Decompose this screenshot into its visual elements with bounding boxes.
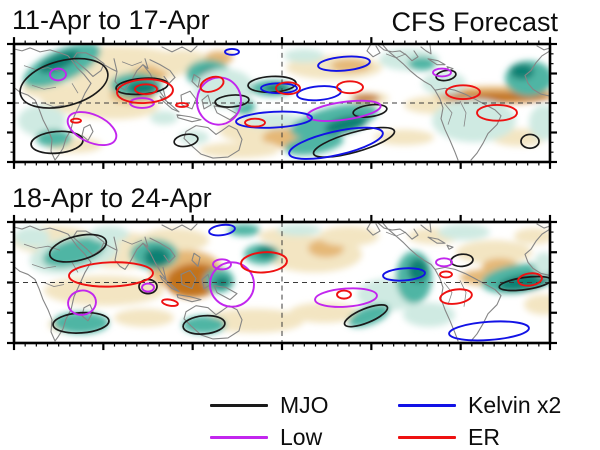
map-panel-2-svg bbox=[7, 214, 557, 351]
contour-mjo bbox=[182, 314, 226, 335]
shade-blob bbox=[374, 129, 434, 146]
contour-er bbox=[116, 78, 174, 105]
contour-er bbox=[244, 117, 266, 128]
contour-mjo bbox=[343, 304, 389, 328]
shade-blob bbox=[166, 263, 222, 298]
legend-label-mjo: MJO bbox=[280, 392, 329, 418]
map-panel-2 bbox=[7, 214, 557, 351]
contour-mjo bbox=[19, 57, 109, 109]
contour-er bbox=[439, 288, 473, 305]
shade-blob bbox=[408, 56, 436, 71]
shade-blob bbox=[456, 240, 532, 265]
contour-low bbox=[432, 67, 452, 78]
contour-kelvin bbox=[208, 223, 236, 237]
shade-blob bbox=[319, 226, 379, 247]
contour-low bbox=[209, 261, 255, 308]
contour-er bbox=[336, 80, 364, 95]
contour-er bbox=[68, 261, 154, 288]
contour-low bbox=[49, 67, 67, 82]
contour-er bbox=[70, 117, 82, 124]
legend-line-low bbox=[210, 435, 268, 439]
map-panel-1 bbox=[7, 37, 557, 169]
contour-mjo bbox=[48, 233, 108, 263]
contour-er bbox=[175, 102, 189, 108]
axis-ticks bbox=[7, 37, 557, 169]
contour-er bbox=[439, 270, 453, 279]
shade-blob bbox=[514, 228, 550, 245]
legend-item-kelvin: Kelvin x2 bbox=[398, 392, 561, 418]
anomaly-shading bbox=[14, 224, 550, 334]
shade-blob bbox=[331, 58, 371, 73]
contour-mjo bbox=[498, 275, 550, 292]
contour-kelvin bbox=[224, 47, 240, 56]
legend-label-er: ER bbox=[468, 424, 500, 450]
legend-item-mjo: MJO bbox=[210, 392, 329, 418]
contour-low bbox=[67, 289, 97, 316]
forecast-title: CFS Forecast bbox=[391, 7, 558, 37]
contour-kelvin bbox=[317, 55, 371, 72]
coastlines bbox=[14, 222, 550, 342]
contour-er bbox=[336, 289, 352, 300]
contour-low bbox=[314, 287, 378, 308]
shade-blob bbox=[403, 302, 455, 327]
shade-blob bbox=[150, 110, 178, 125]
legend-item-er: ER bbox=[398, 424, 500, 450]
contour-er bbox=[445, 84, 481, 101]
legend-line-kelvin bbox=[398, 403, 456, 407]
contour-low bbox=[306, 99, 382, 122]
country-borders bbox=[23, 53, 467, 127]
shade-blob bbox=[524, 294, 550, 315]
shade-blob bbox=[114, 308, 174, 327]
contour-low bbox=[141, 282, 155, 293]
shade-blob bbox=[534, 252, 550, 277]
contour-er bbox=[476, 104, 518, 122]
shade-blob bbox=[182, 315, 226, 334]
contour-mjo bbox=[173, 133, 199, 148]
legend-label-kelvin: Kelvin x2 bbox=[468, 392, 562, 418]
contour-er bbox=[161, 298, 179, 307]
contour-low bbox=[129, 97, 155, 109]
shade-blob bbox=[438, 224, 490, 241]
shade-blob bbox=[529, 104, 550, 141]
contour-mjo bbox=[435, 69, 457, 82]
contour-kelvin bbox=[448, 320, 530, 342]
legend-item-low: Low bbox=[210, 424, 322, 450]
shade-blob bbox=[284, 133, 344, 156]
contour-low bbox=[66, 111, 118, 147]
contour-er bbox=[199, 75, 225, 93]
contour-er bbox=[240, 251, 288, 274]
contour-kelvin bbox=[288, 126, 384, 160]
shade-blob bbox=[204, 308, 304, 333]
legend-label-low: Low bbox=[280, 424, 323, 450]
shade-blob bbox=[18, 104, 66, 137]
axis-ticks bbox=[7, 214, 557, 351]
shade-blob bbox=[244, 112, 304, 129]
country-borders bbox=[23, 231, 467, 307]
shade-blob bbox=[14, 227, 50, 248]
contour-er bbox=[517, 272, 543, 287]
contour-mjo bbox=[214, 94, 250, 108]
legend-line-er bbox=[398, 435, 456, 439]
shade-blob bbox=[510, 63, 534, 80]
shade-blob bbox=[179, 130, 209, 145]
contour-er bbox=[275, 81, 301, 96]
contour-er bbox=[134, 83, 158, 96]
contour-kelvin bbox=[235, 110, 313, 129]
panel1-title: 11-Apr to 17-Apr bbox=[12, 5, 210, 35]
panel2-title: 18-Apr to 24-Apr bbox=[12, 183, 212, 213]
shade-blob bbox=[348, 304, 390, 328]
contour-mjo bbox=[52, 311, 110, 334]
legend-line-mjo bbox=[210, 403, 268, 407]
contour-mjo bbox=[520, 133, 540, 150]
map-panel-1-svg bbox=[7, 37, 557, 169]
contour-mjo bbox=[312, 126, 396, 158]
contour-kelvin bbox=[382, 267, 426, 282]
shade-blob bbox=[228, 224, 260, 237]
contour-low bbox=[435, 257, 453, 268]
contour-low bbox=[212, 258, 232, 271]
shade-blob bbox=[277, 224, 321, 237]
shade-blob bbox=[284, 48, 324, 63]
